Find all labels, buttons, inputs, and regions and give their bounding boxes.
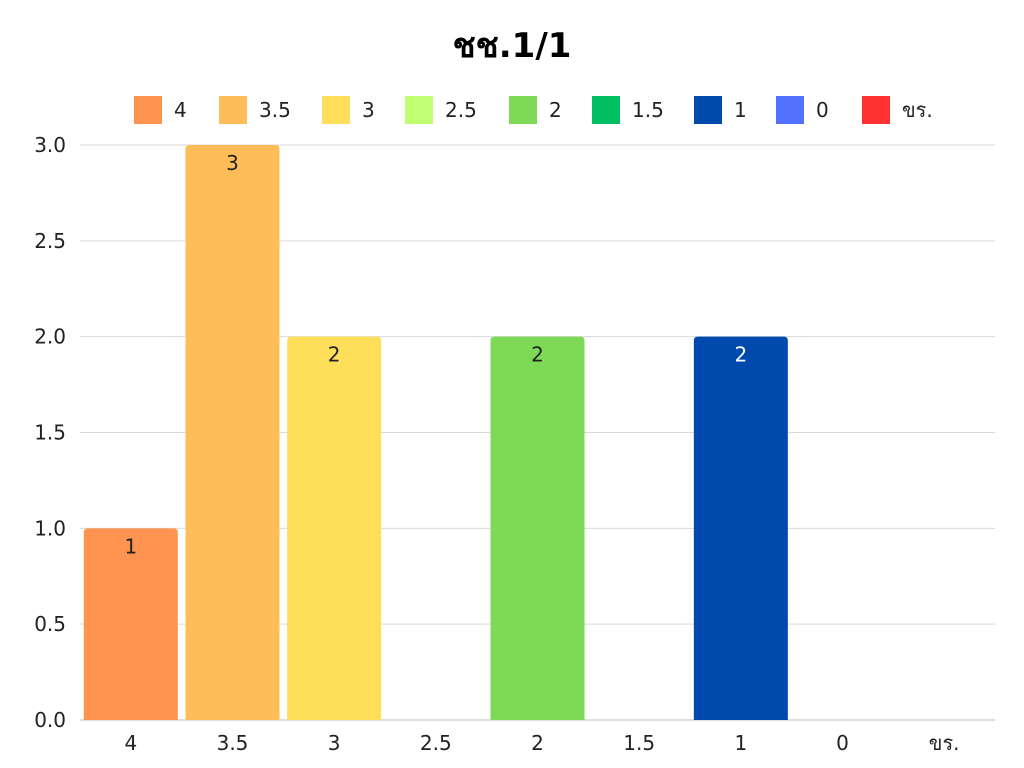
x-tick-label: 0: [836, 731, 849, 755]
legend-swatch: [509, 96, 537, 124]
legend-item: 1.5: [592, 95, 664, 125]
x-tick-label: 2.5: [420, 731, 452, 755]
legend-label: 3: [362, 98, 375, 122]
y-tick-label: 1.0: [34, 516, 66, 540]
bar-1: [693, 336, 788, 720]
legend-item: 3.5: [219, 95, 291, 125]
legend-swatch: [322, 96, 350, 124]
legend-label: 2.5: [445, 98, 477, 122]
x-tick-label: 3.5: [217, 731, 249, 755]
legend-item: 4: [134, 95, 187, 125]
data-label: 1: [124, 534, 137, 558]
bar-4: [83, 528, 178, 720]
legend-swatch: [134, 96, 162, 124]
y-tick-label: 0.5: [34, 612, 66, 636]
legend-swatch: [776, 96, 804, 124]
legend-item: 3: [322, 95, 375, 125]
legend-item: 0: [776, 95, 829, 125]
bar-3: [287, 336, 382, 720]
x-tick-label: 1.5: [623, 731, 655, 755]
chart-title: ชช.1/1: [452, 26, 572, 66]
legend-item: ขร.: [862, 95, 933, 125]
legend-label: 0: [816, 98, 829, 122]
legend-label: ขร.: [902, 98, 933, 122]
y-tick-label: 1.5: [34, 421, 66, 445]
legend-swatch: [694, 96, 722, 124]
legend-swatch: [405, 96, 433, 124]
data-label: 3: [226, 151, 239, 175]
x-tick-label: ขร.: [929, 731, 960, 755]
y-tick-label: 3.0: [34, 133, 66, 157]
x-tick-label: 2: [531, 731, 544, 755]
legend-swatch: [219, 96, 247, 124]
legend-label: 1.5: [632, 98, 664, 122]
y-tick-label: 2.5: [34, 229, 66, 253]
legend-label: 2: [549, 98, 562, 122]
legend-item: 2: [509, 95, 562, 125]
bar-2: [490, 336, 585, 720]
legend-item: 2.5: [405, 95, 477, 125]
legend: 4 3.5 3 2.5 2 1.5 1 0 ขร.: [0, 95, 1024, 125]
bar-3.5: [185, 145, 280, 720]
x-tick-label: 1: [734, 731, 747, 755]
y-tick-label: 2.0: [34, 325, 66, 349]
data-label: 2: [531, 343, 544, 367]
legend-swatch: [592, 96, 620, 124]
data-label: 2: [328, 343, 341, 367]
legend-label: 1: [734, 98, 747, 122]
legend-swatch: [862, 96, 890, 124]
legend-label: 4: [174, 98, 187, 122]
x-tick-label: 4: [124, 731, 137, 755]
legend-item: 1: [694, 95, 747, 125]
x-tick-label: 3: [328, 731, 341, 755]
data-label: 2: [734, 343, 747, 367]
y-tick-label: 0.0: [34, 708, 66, 732]
legend-label: 3.5: [259, 98, 291, 122]
